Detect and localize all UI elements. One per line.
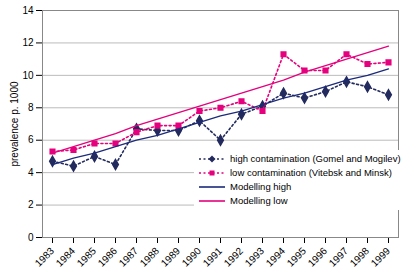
svg-text:2: 2 (28, 199, 34, 210)
svg-text:1985: 1985 (75, 245, 99, 269)
svg-text:1991: 1991 (201, 245, 225, 269)
svg-text:prevalence p. 1000: prevalence p. 1000 (9, 81, 20, 167)
html-text:Modelling low: Modelling low (230, 195, 288, 206)
svg-text:1987: 1987 (117, 245, 141, 269)
html-text:high contamination (Gomel and: high contamination (Gomel and Mogilev) (230, 153, 401, 164)
html-text:Modelling high: Modelling high (230, 181, 292, 192)
svg-text:1984: 1984 (54, 245, 78, 269)
svg-text:14: 14 (22, 5, 34, 16)
svg-text:1996: 1996 (306, 245, 330, 269)
svg-text:10: 10 (22, 70, 34, 81)
svg-text:1992: 1992 (222, 245, 246, 269)
svg-text:8: 8 (28, 102, 34, 113)
svg-text:1993: 1993 (243, 245, 267, 269)
svg-text:0: 0 (28, 232, 34, 243)
svg-text:1997: 1997 (327, 245, 351, 269)
svg-text:1999: 1999 (369, 245, 393, 269)
svg-text:1994: 1994 (264, 245, 288, 269)
svg-text:12: 12 (22, 37, 34, 48)
svg-text:1983: 1983 (33, 245, 57, 269)
html-text:low contamination (Vitebsk and: low contamination (Vitebsk and Minsk) (230, 167, 392, 178)
svg-text:1989: 1989 (159, 245, 183, 269)
svg-text:4: 4 (28, 167, 34, 178)
svg-text:1990: 1990 (180, 245, 204, 269)
svg-text:1988: 1988 (138, 245, 162, 269)
svg-text:1986: 1986 (96, 245, 120, 269)
svg-text:1995: 1995 (285, 245, 309, 269)
svg-text:6: 6 (28, 134, 34, 145)
svg-text:1998: 1998 (348, 245, 372, 269)
